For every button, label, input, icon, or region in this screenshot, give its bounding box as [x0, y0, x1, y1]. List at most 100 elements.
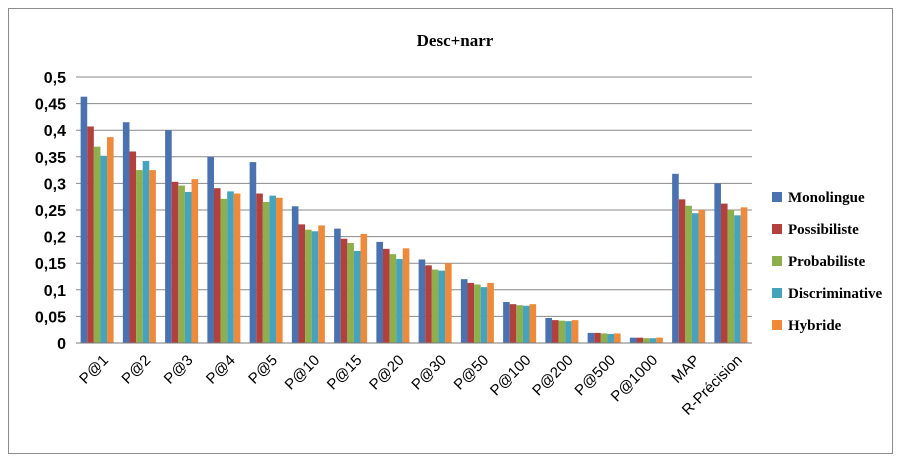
bar-probabiliste-14: [685, 205, 692, 343]
y-tick-label: 0,3: [44, 176, 66, 193]
bar-discriminative-2: [184, 191, 192, 343]
bar-monolingue-11: [545, 317, 552, 343]
y-tick-label: 0,05: [35, 309, 66, 326]
x-tick-label: P@2: [118, 352, 154, 388]
bar-possibiliste-2: [171, 181, 179, 343]
bar-probabiliste-5: [305, 229, 312, 343]
bar-discriminative-1: [142, 161, 150, 343]
bar-discriminative-7: [396, 258, 403, 343]
bar-probabiliste-3: [220, 198, 228, 343]
bar-monolingue-0: [80, 96, 88, 344]
bar-discriminative-15: [734, 215, 741, 343]
bar-hybride-1: [149, 170, 156, 343]
bar-monolingue-4: [249, 162, 257, 343]
x-tick-label: P@10: [282, 352, 324, 394]
legend-label: Hybride: [788, 318, 842, 334]
legend-label: Monolingue: [788, 190, 865, 206]
bar-possibiliste-3: [213, 188, 221, 343]
bar-hybride-14: [698, 210, 706, 343]
bar-discriminative-10: [522, 305, 530, 343]
bar-hybride-10: [529, 304, 537, 343]
bar-monolingue-5: [291, 206, 299, 343]
bar-probabiliste-13: [643, 338, 650, 343]
x-tick-label: P@15: [324, 352, 366, 394]
x-tick-label: P@200: [529, 352, 577, 400]
bar-possibiliste-10: [509, 304, 517, 343]
bar-monolingue-7: [376, 241, 383, 343]
bar-probabiliste-2: [178, 185, 185, 343]
bar-discriminative-6: [353, 250, 361, 343]
legend-swatch: [772, 320, 782, 330]
bar-monolingue-2: [165, 130, 172, 343]
bar-hybride-12: [614, 333, 621, 343]
bar-discriminative-14: [691, 213, 699, 343]
bar-possibiliste-7: [382, 248, 390, 343]
bar-possibiliste-14: [678, 199, 686, 343]
bar-probabiliste-12: [600, 333, 608, 343]
legend-label: Discriminative: [788, 286, 882, 302]
y-tick-label: 0,2: [44, 230, 66, 247]
bar-hybride-15: [740, 207, 748, 343]
x-tick-label: P@3: [161, 352, 197, 388]
y-tick-label: 0,1: [44, 283, 66, 300]
bar-probabiliste-4: [262, 202, 270, 343]
bar-probabiliste-7: [389, 254, 397, 343]
bar-hybride-3: [233, 193, 241, 343]
bar-possibiliste-15: [720, 203, 728, 343]
bar-monolingue-14: [672, 173, 679, 343]
bar-probabiliste-10: [516, 305, 523, 343]
bar-probabiliste-15: [727, 210, 735, 343]
x-tick-label: P@20: [366, 352, 408, 394]
bar-monolingue-15: [714, 183, 721, 343]
bar-hybride-6: [360, 233, 368, 343]
y-tick-label: 0,35: [35, 150, 66, 167]
bar-monolingue-13: [629, 337, 637, 343]
x-tick-label: P@1: [76, 352, 112, 388]
legend: Monolingue Possibiliste Probabiliste Discri…: [772, 190, 882, 334]
bar-discriminative-8: [438, 270, 446, 343]
bar-monolingue-12: [587, 332, 595, 343]
legend-swatch: [772, 192, 782, 202]
x-tick-label: P@4: [203, 352, 239, 388]
bar-discriminative-9: [480, 287, 488, 343]
x-tick-label: MAP: [668, 352, 703, 387]
bar-possibiliste-5: [298, 224, 306, 343]
bar-hybride-5: [318, 225, 325, 343]
bar-hybride-7: [402, 248, 410, 343]
bar-hybride-2: [191, 179, 199, 343]
bar-hybride-0: [107, 137, 114, 343]
bar-discriminative-13: [649, 338, 657, 343]
bar-possibiliste-9: [467, 282, 475, 343]
bar-hybride-4: [276, 197, 283, 343]
y-tick-label: 0,25: [35, 203, 66, 220]
bar-probabiliste-11: [558, 320, 566, 343]
bar-hybride-13: [656, 337, 663, 343]
bar-discriminative-4: [269, 195, 277, 343]
bar-monolingue-3: [207, 156, 214, 343]
bar-discriminative-12: [607, 333, 615, 343]
bar-probabiliste-0: [93, 146, 101, 343]
bar-discriminative-5: [311, 231, 319, 343]
bar-possibiliste-13: [636, 337, 644, 343]
x-axis-ticks: P@1 P@2 P@3 P@4 P@5 P@10 P@15 P@20 P@30 P@50P@100…: [76, 352, 746, 419]
bar-probabiliste-1: [136, 170, 143, 343]
bar-discriminative-0: [100, 155, 108, 343]
x-tick-label: P@1000: [608, 352, 661, 405]
y-tick-label: 0,15: [35, 256, 66, 273]
y-tick-label: 0,4: [44, 123, 66, 140]
bar-monolingue-8: [418, 259, 426, 343]
bar-monolingue-9: [460, 279, 468, 343]
bar-possibiliste-12: [594, 332, 601, 343]
bar-possibiliste-11: [551, 320, 559, 343]
bar-monolingue-1: [122, 122, 130, 343]
bar-monolingue-6: [334, 228, 341, 343]
bar-discriminative-3: [227, 191, 234, 343]
y-tick-label: 0,5: [44, 70, 66, 87]
bars: [80, 96, 748, 344]
bar-probabiliste-8: [431, 269, 439, 343]
bar-possibiliste-8: [425, 265, 432, 343]
legend-swatch: [772, 256, 782, 266]
y-tick-label: 0,45: [35, 97, 66, 114]
bar-possibiliste-0: [87, 126, 94, 343]
bar-possibiliste-6: [340, 238, 348, 343]
